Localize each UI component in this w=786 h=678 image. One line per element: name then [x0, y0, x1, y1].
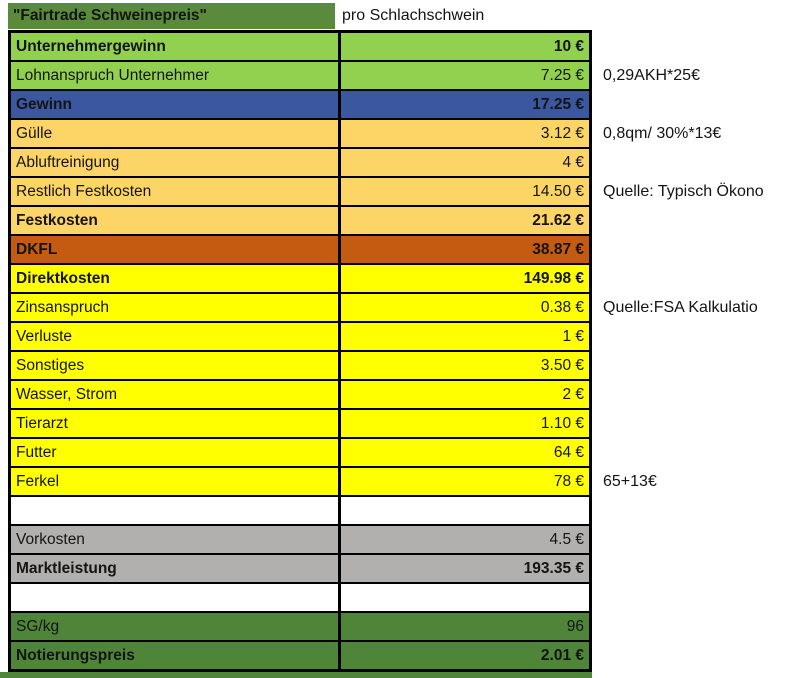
- row-label: Abluftreinigung: [11, 149, 341, 176]
- empty-row: [11, 497, 589, 526]
- row-value: 193.35 €: [523, 559, 584, 577]
- row-value: 38.87 €: [532, 240, 584, 258]
- row-label: Wasser, Strom: [11, 381, 341, 408]
- row-value: 3.12 €: [540, 124, 584, 142]
- row-note: Quelle:FSA Kalkulatio: [603, 298, 758, 316]
- row-label: Unternehmergewinn: [11, 33, 341, 60]
- row-value: 2.01 €: [540, 646, 584, 664]
- cost-table: Unternehmergewinn 10 € Lohnanspruch Untern…: [8, 30, 764, 672]
- row-label: [11, 584, 341, 611]
- table-row: Verluste 1 €: [11, 323, 589, 352]
- table-row: Direktkosten 149.98 €: [11, 265, 589, 294]
- row-label: Sonstiges: [11, 352, 341, 379]
- row-value: 7.25 €: [540, 66, 584, 84]
- empty-row: [11, 584, 589, 613]
- table-row: Notierungspreis 2.01 €: [11, 642, 589, 669]
- table-header: "Fairtrade Schweinepreis" pro Schlachsch…: [8, 3, 484, 29]
- table-row: SG/kg 96: [11, 613, 589, 642]
- row-value: 4 €: [562, 153, 584, 171]
- table-row: Tierarzt 1.10 €: [11, 410, 589, 439]
- table-row: DKFL 38.87 €: [11, 236, 589, 265]
- row-value: 14.50 €: [532, 182, 584, 200]
- row-value: 4.5 €: [549, 530, 584, 548]
- row-note: 0,8qm/ 30%*13€: [603, 124, 722, 142]
- row-value: 21.62 €: [532, 211, 584, 229]
- row-value: 10 €: [553, 37, 584, 55]
- row-label: SG/kg: [11, 613, 341, 640]
- row-label: Tierarzt: [11, 410, 341, 437]
- row-label: Marktleistung: [11, 555, 341, 582]
- table-row: Gewinn 17.25 €: [11, 91, 589, 120]
- table-row: Vorkosten 4.5 €: [11, 526, 589, 555]
- table-row: Festkosten 21.62 €: [11, 207, 589, 236]
- row-label: Notierungspreis: [11, 642, 341, 669]
- row-label: Vorkosten: [11, 526, 341, 553]
- row-value: [341, 497, 589, 524]
- row-label: Ferkel: [11, 468, 341, 495]
- row-note: 65+13€: [603, 472, 657, 490]
- table-row: Restlich Festkosten 14.50 € Quelle: Typisc…: [11, 178, 764, 207]
- row-label: [11, 497, 341, 524]
- row-label: Direktkosten: [11, 265, 341, 292]
- row-value: 0.38 €: [540, 298, 584, 316]
- table-row: Gülle 3.12 € 0,8qm/ 30%*13€: [11, 120, 721, 149]
- table-row: Ferkel 78 € 65+13€: [11, 468, 657, 497]
- table-row: Wasser, Strom 2 €: [11, 381, 589, 410]
- table-row: Unternehmergewinn 10 €: [11, 33, 589, 62]
- table-row: Futter 64 €: [11, 439, 589, 468]
- row-value: 3.50 €: [540, 356, 584, 374]
- row-value: 2 €: [562, 385, 584, 403]
- table-row: Marktleistung 193.35 €: [11, 555, 589, 584]
- row-label: Verluste: [11, 323, 341, 350]
- row-label: Festkosten: [11, 207, 341, 234]
- row-label: Zinsanspruch: [11, 294, 341, 321]
- row-value: 17.25 €: [532, 95, 584, 113]
- row-label: DKFL: [11, 236, 341, 263]
- row-value: 64 €: [553, 443, 584, 461]
- row-value: 1.10 €: [540, 414, 584, 432]
- row-label: Restlich Festkosten: [11, 178, 341, 205]
- row-label: Gülle: [11, 120, 341, 147]
- row-value: 149.98 €: [523, 269, 584, 287]
- bottom-green-bar: [0, 672, 592, 678]
- row-value: 78 €: [553, 472, 584, 490]
- row-value: [341, 584, 589, 611]
- table-row: Sonstiges 3.50 €: [11, 352, 589, 381]
- row-note: 0,29AKH*25€: [603, 66, 700, 84]
- page-title: "Fairtrade Schweinepreis": [8, 3, 335, 29]
- table-row: Abluftreinigung 4 €: [11, 149, 589, 178]
- row-label: Gewinn: [11, 91, 341, 118]
- row-label: Futter: [11, 439, 341, 466]
- row-note: Quelle: Typisch Ökono: [603, 182, 764, 200]
- page-subtitle: pro Schlachschwein: [342, 7, 485, 24]
- row-value: 1 €: [562, 327, 584, 345]
- row-label: Lohnanspruch Unternehmer: [11, 62, 341, 89]
- table-row: Zinsanspruch 0.38 € Quelle:FSA Kalkulatio: [11, 294, 758, 323]
- row-value: 96: [566, 617, 584, 635]
- table-row: Lohnanspruch Unternehmer 7.25 € 0,29AKH*25…: [11, 62, 700, 91]
